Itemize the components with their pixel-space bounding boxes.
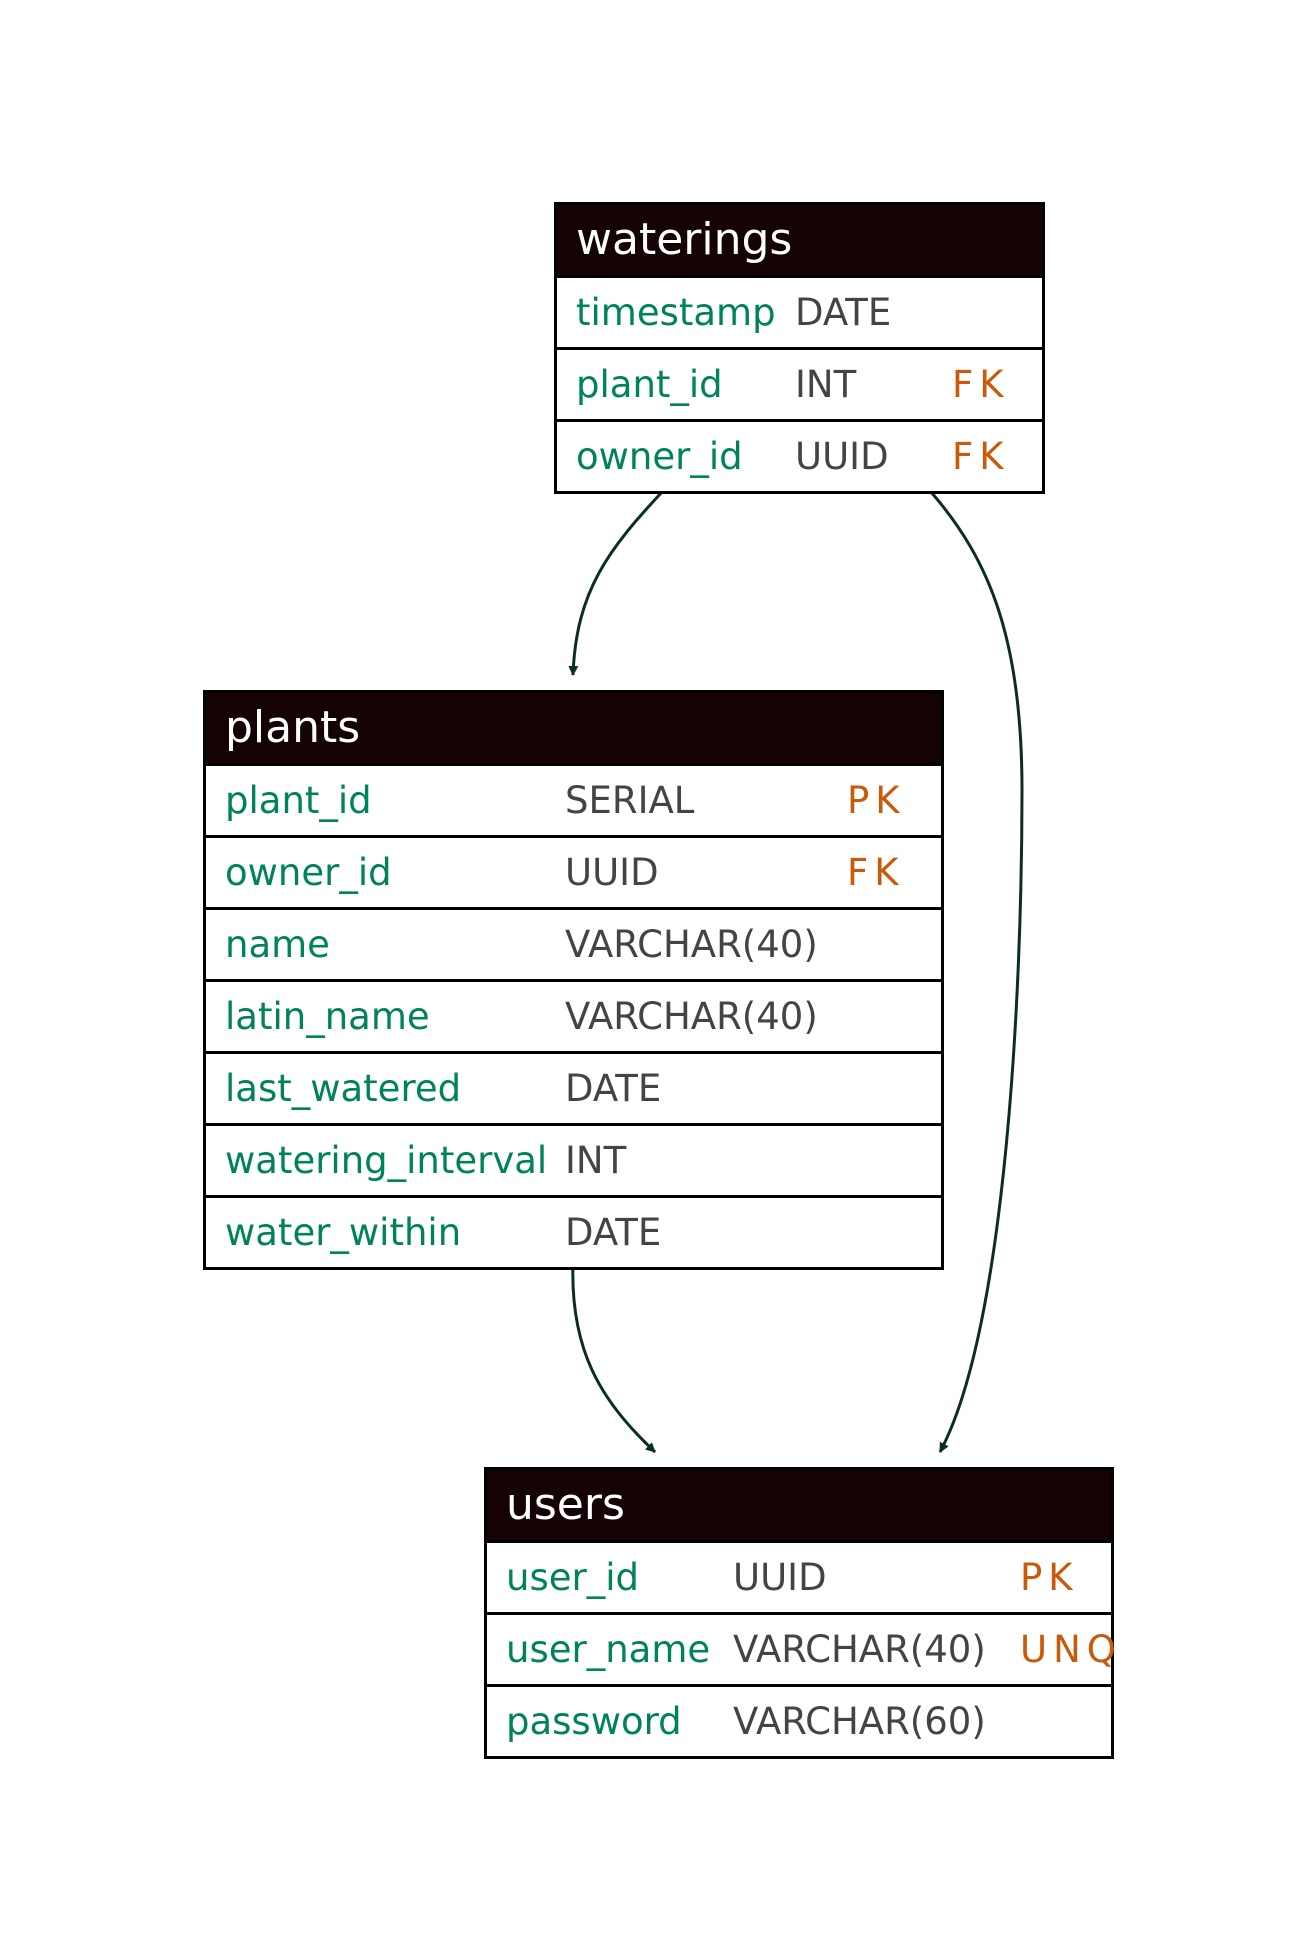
column-type: UUID	[795, 435, 889, 478]
column-type: VARCHAR(40)	[565, 923, 818, 966]
edge-waterings-to-plants	[568, 490, 664, 676]
table-row: user_id UUID PK	[487, 1540, 1111, 1612]
table-row: owner_id UUID FK	[206, 835, 941, 907]
table-row: water_within DATE	[206, 1195, 941, 1267]
column-type: VARCHAR(60)	[733, 1700, 986, 1743]
table-plants: plants plant_id SERIAL PK owner_id UUID …	[203, 690, 944, 1270]
table-title: users	[487, 1470, 1111, 1540]
table-title: plants	[206, 693, 941, 763]
table-row: last_watered DATE	[206, 1051, 941, 1123]
table-title: waterings	[557, 205, 1042, 275]
column-type: DATE	[565, 1211, 662, 1254]
column-type: DATE	[565, 1067, 662, 1110]
table-row: plant_id INT FK	[557, 347, 1042, 419]
column-name: plant_id	[576, 363, 723, 406]
column-type: INT	[565, 1139, 627, 1182]
column-type: UUID	[565, 851, 659, 894]
edge-waterings-to-users	[929, 491, 1024, 1453]
column-key: PK	[1020, 1556, 1079, 1599]
column-type: SERIAL	[565, 779, 695, 822]
table-row: plant_id SERIAL PK	[206, 763, 941, 835]
table-users: users user_id UUID PK user_name VARCHAR(…	[484, 1467, 1116, 1759]
column-name: watering_interval	[225, 1139, 548, 1182]
column-name: owner_id	[576, 435, 743, 478]
table-row: password VARCHAR(60)	[487, 1684, 1111, 1756]
table-row: timestamp DATE	[557, 275, 1042, 347]
column-name: latin_name	[225, 995, 430, 1038]
column-type: INT	[795, 363, 857, 406]
table-row: latin_name VARCHAR(40)	[206, 979, 941, 1051]
column-key: FK	[952, 435, 1010, 478]
table-row: owner_id UUID FK	[557, 419, 1042, 491]
table-row: user_name VARCHAR(40) UNQ	[487, 1612, 1116, 1684]
column-key: FK	[847, 851, 905, 894]
column-key: PK	[847, 779, 906, 822]
column-name: user_name	[506, 1628, 711, 1671]
column-key: UNQ	[1020, 1628, 1122, 1671]
column-name: plant_id	[225, 779, 372, 822]
column-name: name	[225, 923, 330, 966]
column-name: user_id	[506, 1556, 639, 1599]
column-name: owner_id	[225, 851, 392, 894]
column-type: VARCHAR(40)	[565, 995, 818, 1038]
column-type: DATE	[795, 291, 892, 334]
column-key: FK	[952, 363, 1010, 406]
table-row: name VARCHAR(40)	[206, 907, 941, 979]
column-name: password	[506, 1700, 682, 1743]
column-type: UUID	[733, 1556, 827, 1599]
column-name: water_within	[225, 1211, 462, 1254]
table-waterings: waterings timestamp DATE plant_id INT FK…	[554, 202, 1045, 494]
edge-plants-to-users	[571, 1261, 657, 1454]
column-name: timestamp	[576, 291, 776, 334]
column-type: VARCHAR(40)	[733, 1628, 986, 1671]
table-row: watering_interval INT	[206, 1123, 941, 1195]
column-name: last_watered	[225, 1067, 462, 1110]
